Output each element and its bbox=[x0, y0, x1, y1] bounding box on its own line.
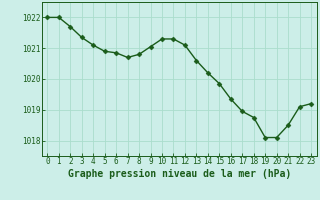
X-axis label: Graphe pression niveau de la mer (hPa): Graphe pression niveau de la mer (hPa) bbox=[68, 169, 291, 179]
